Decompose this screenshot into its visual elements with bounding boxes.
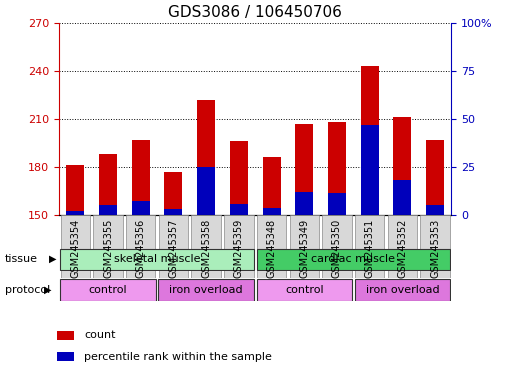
Text: ▶: ▶ — [49, 254, 56, 264]
Bar — [295, 124, 313, 215]
FancyBboxPatch shape — [388, 215, 417, 278]
Text: GSM245353: GSM245353 — [430, 219, 440, 278]
Text: GSM245351: GSM245351 — [365, 219, 374, 278]
Bar — [132, 140, 150, 215]
Bar — [132, 201, 150, 215]
Text: control: control — [285, 285, 324, 295]
Text: GSM245358: GSM245358 — [201, 219, 211, 278]
FancyBboxPatch shape — [256, 248, 450, 270]
FancyBboxPatch shape — [126, 215, 155, 278]
Text: count: count — [84, 330, 115, 340]
FancyBboxPatch shape — [354, 279, 450, 301]
Text: GSM245354: GSM245354 — [70, 219, 81, 278]
Bar — [328, 122, 346, 215]
Text: ▶: ▶ — [44, 285, 51, 295]
FancyBboxPatch shape — [257, 215, 286, 278]
Bar — [361, 66, 379, 215]
FancyBboxPatch shape — [224, 215, 253, 278]
Bar — [165, 209, 183, 215]
Text: GSM245352: GSM245352 — [398, 219, 407, 278]
FancyBboxPatch shape — [61, 248, 254, 270]
Bar — [197, 167, 215, 215]
FancyBboxPatch shape — [61, 215, 90, 278]
FancyBboxPatch shape — [191, 215, 221, 278]
Text: protocol: protocol — [5, 285, 50, 295]
Title: GDS3086 / 106450706: GDS3086 / 106450706 — [168, 5, 342, 20]
Text: GSM245359: GSM245359 — [234, 219, 244, 278]
Bar — [426, 205, 444, 215]
Bar — [99, 154, 117, 215]
FancyBboxPatch shape — [420, 215, 450, 278]
Bar — [263, 157, 281, 215]
Text: GSM245356: GSM245356 — [136, 219, 146, 278]
FancyBboxPatch shape — [289, 215, 319, 278]
Text: GSM245357: GSM245357 — [168, 219, 179, 278]
FancyBboxPatch shape — [322, 215, 352, 278]
Bar — [56, 331, 74, 340]
Text: cardiac muscle: cardiac muscle — [311, 254, 396, 264]
Bar — [361, 125, 379, 215]
Text: GSM245348: GSM245348 — [267, 219, 277, 278]
FancyBboxPatch shape — [355, 215, 384, 278]
FancyBboxPatch shape — [159, 279, 254, 301]
Bar — [393, 180, 411, 215]
FancyBboxPatch shape — [93, 215, 123, 278]
Bar — [263, 209, 281, 215]
Bar — [197, 100, 215, 215]
Bar — [230, 204, 248, 215]
Text: GSM245350: GSM245350 — [332, 219, 342, 278]
Bar — [295, 192, 313, 215]
FancyBboxPatch shape — [61, 279, 156, 301]
Text: GSM245355: GSM245355 — [103, 219, 113, 278]
Text: iron overload: iron overload — [366, 285, 439, 295]
Bar — [66, 166, 84, 215]
Bar — [328, 193, 346, 215]
Text: control: control — [89, 285, 127, 295]
Text: percentile rank within the sample: percentile rank within the sample — [84, 352, 272, 362]
Bar — [66, 211, 84, 215]
Bar — [230, 141, 248, 215]
Text: tissue: tissue — [5, 254, 38, 264]
Bar — [393, 118, 411, 215]
Bar — [56, 352, 74, 361]
Text: skeletal muscle: skeletal muscle — [114, 254, 201, 264]
Text: GSM245349: GSM245349 — [299, 219, 309, 278]
Bar — [165, 172, 183, 215]
FancyBboxPatch shape — [256, 279, 352, 301]
FancyBboxPatch shape — [159, 215, 188, 278]
Bar — [99, 205, 117, 215]
Text: iron overload: iron overload — [169, 285, 243, 295]
Bar — [426, 140, 444, 215]
